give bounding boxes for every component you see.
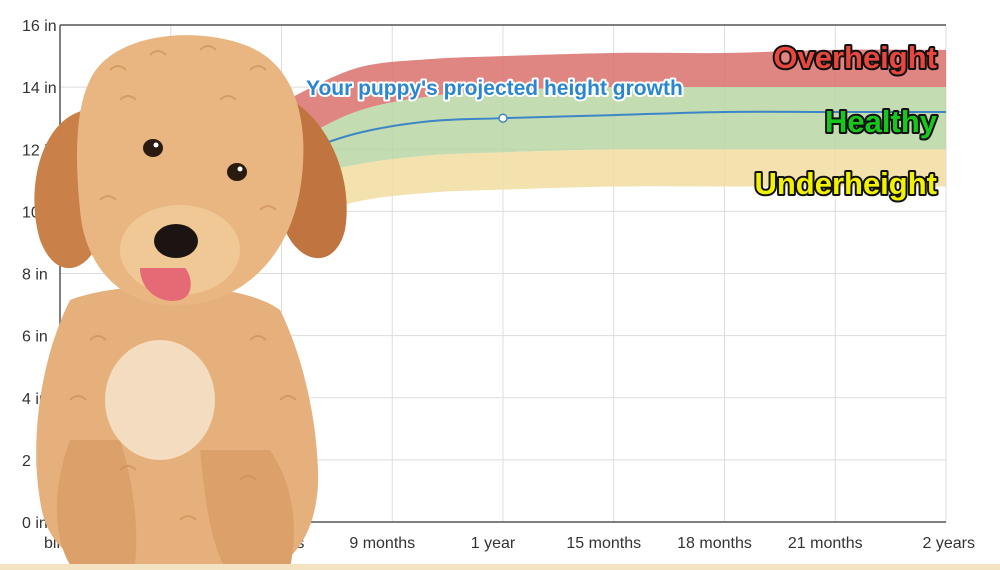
x-tick-label-6: 18 months [677,535,752,552]
y-tick-label-0: 0 in [22,515,48,532]
bottom-strip [0,564,1000,570]
puppy-chest [105,340,215,460]
series-lines [281,110,946,160]
y-tick-label-7: 14 in [22,80,57,97]
projection-marker [498,113,508,123]
band-labels: Overheight Healthy Underheight [752,38,939,203]
puppy-photo [34,35,347,568]
y-tick-label-8: 16 in [22,18,57,35]
y-tick-label-4: 8 in [22,267,48,284]
puppy-leg-left [56,440,137,565]
y-tick-label-3: 6 in [22,329,48,346]
x-tick-label-8: 2 years [923,535,975,552]
puppy-tongue [140,268,191,301]
puppy-nose [154,224,198,258]
band-label-overheight: Overheight [773,40,937,75]
chart-title: Your puppy's projected height growth [306,77,683,100]
x-tick-label-7: 21 months [788,535,863,552]
band-label-healthy: Healthy [825,104,938,139]
puppy-eye-left [143,139,163,157]
x-tick-label-4: 1 year [471,535,516,552]
x-tick-label-3: 9 months [349,535,415,552]
puppy-eye-right [227,163,247,181]
series-line-projected-height [281,110,946,160]
band-underheight [281,149,946,227]
x-tick-label-5: 15 months [566,535,641,552]
band-overheight [281,49,946,150]
band-label-underheight: Underheight [754,166,937,201]
puppy-leg-right [200,450,294,568]
